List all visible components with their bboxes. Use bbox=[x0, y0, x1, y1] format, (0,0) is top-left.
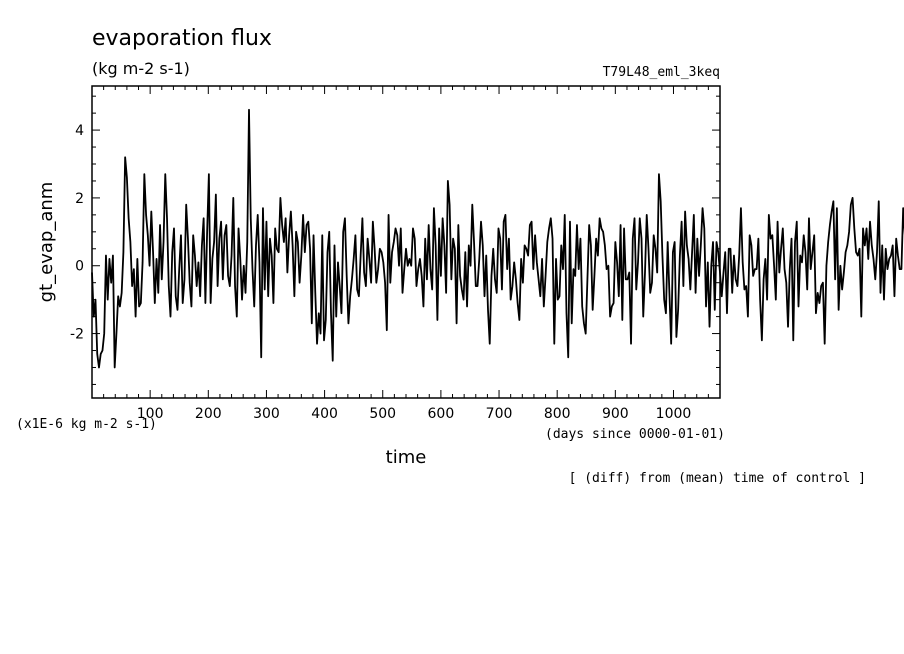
x-unit-note: (days since 0000-01-01) bbox=[545, 427, 725, 442]
x-tick-label: 100 bbox=[137, 406, 164, 422]
x-axis-label: time bbox=[386, 447, 427, 468]
x-tick-label: 900 bbox=[602, 406, 629, 422]
y-tick-label: 0 bbox=[75, 259, 84, 275]
x-tick-label: 300 bbox=[253, 406, 280, 422]
y-axis: 4 2 0 -2 bbox=[70, 95, 720, 385]
x-tick-label: 200 bbox=[195, 406, 222, 422]
x-tick-label: 700 bbox=[486, 406, 513, 422]
chart-title: evaporation flux bbox=[92, 26, 272, 51]
chart-subtitle: (kg m-2 s-1) bbox=[92, 59, 190, 78]
y-tick-label: -2 bbox=[70, 327, 84, 343]
x-tick-label: 1000 bbox=[656, 406, 692, 422]
x-tick-label: 500 bbox=[369, 406, 396, 422]
x-axis: 100 200 300 400 500 600 700 800 900 1000 bbox=[103, 86, 709, 422]
run-label: T79L48_eml_3keq bbox=[603, 65, 720, 80]
y-tick-label: 4 bbox=[75, 123, 84, 139]
y-axis-label: gt_evap_anm bbox=[36, 182, 57, 303]
x-tick-label: 600 bbox=[428, 406, 455, 422]
footnote: [ (diff) from (mean) time of control ] bbox=[569, 471, 866, 486]
series-line bbox=[91, 108, 904, 369]
y-scale-note: (x1E-6 kg m-2 s-1) bbox=[16, 417, 157, 432]
y-tick-label: 2 bbox=[75, 191, 84, 207]
x-tick-label: 800 bbox=[544, 406, 571, 422]
x-tick-label: 400 bbox=[311, 406, 338, 422]
